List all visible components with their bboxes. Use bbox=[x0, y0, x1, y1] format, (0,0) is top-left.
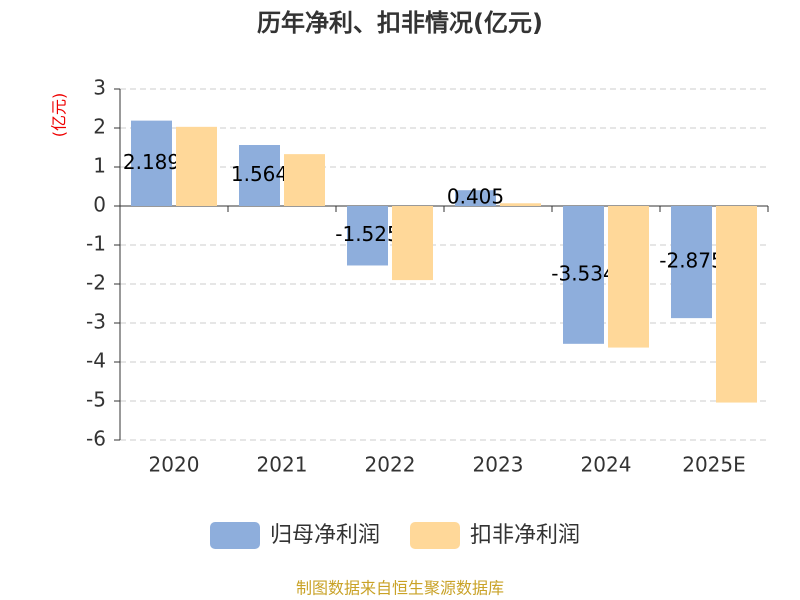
value-label: -1.525 bbox=[335, 222, 399, 246]
x-tick-label: 2020 bbox=[149, 453, 200, 477]
value-label: -3.534 bbox=[551, 261, 615, 285]
x-tick-label: 2023 bbox=[473, 453, 524, 477]
y-tick-label: -4 bbox=[86, 349, 106, 373]
y-tick-label: -3 bbox=[86, 310, 106, 334]
value-label: 1.564 bbox=[231, 162, 288, 186]
value-label: 2.189 bbox=[123, 150, 180, 174]
y-tick-label: -1 bbox=[86, 232, 106, 256]
bar bbox=[608, 206, 649, 348]
legend-swatch bbox=[410, 522, 460, 549]
y-tick-label: -6 bbox=[86, 427, 106, 451]
chart-title: 历年净利、扣非情况(亿元) bbox=[257, 9, 543, 37]
bar bbox=[455, 190, 496, 206]
y-axis-label: (亿元) bbox=[50, 93, 69, 138]
y-tick-label: 2 bbox=[93, 115, 106, 139]
legend-swatch bbox=[210, 522, 260, 549]
bar bbox=[716, 206, 757, 403]
bar bbox=[284, 154, 325, 206]
bar bbox=[563, 206, 604, 344]
bar bbox=[392, 206, 433, 281]
y-tick-label: 3 bbox=[93, 76, 106, 100]
value-label: -2.875 bbox=[659, 249, 723, 273]
bar bbox=[671, 206, 712, 319]
value-label: 0.405 bbox=[447, 185, 504, 209]
legend-label: 归母净利润 bbox=[270, 523, 380, 548]
bar bbox=[239, 145, 280, 206]
y-tick-label: 1 bbox=[93, 154, 106, 178]
y-tick-label: -5 bbox=[86, 388, 106, 412]
bar bbox=[176, 126, 217, 206]
x-tick-label: 2024 bbox=[581, 453, 632, 477]
legend-label: 扣非净利润 bbox=[470, 523, 580, 548]
bar bbox=[347, 206, 388, 266]
y-tick-label: 0 bbox=[93, 193, 106, 217]
y-tick-label: -2 bbox=[86, 271, 106, 295]
bar bbox=[131, 120, 172, 206]
x-tick-label: 2021 bbox=[257, 453, 308, 477]
x-tick-label: 2022 bbox=[365, 453, 416, 477]
x-tick-label: 2025E bbox=[682, 453, 746, 477]
bar bbox=[500, 203, 541, 206]
source-note: 制图数据来自恒生聚源数据库 bbox=[296, 579, 504, 598]
